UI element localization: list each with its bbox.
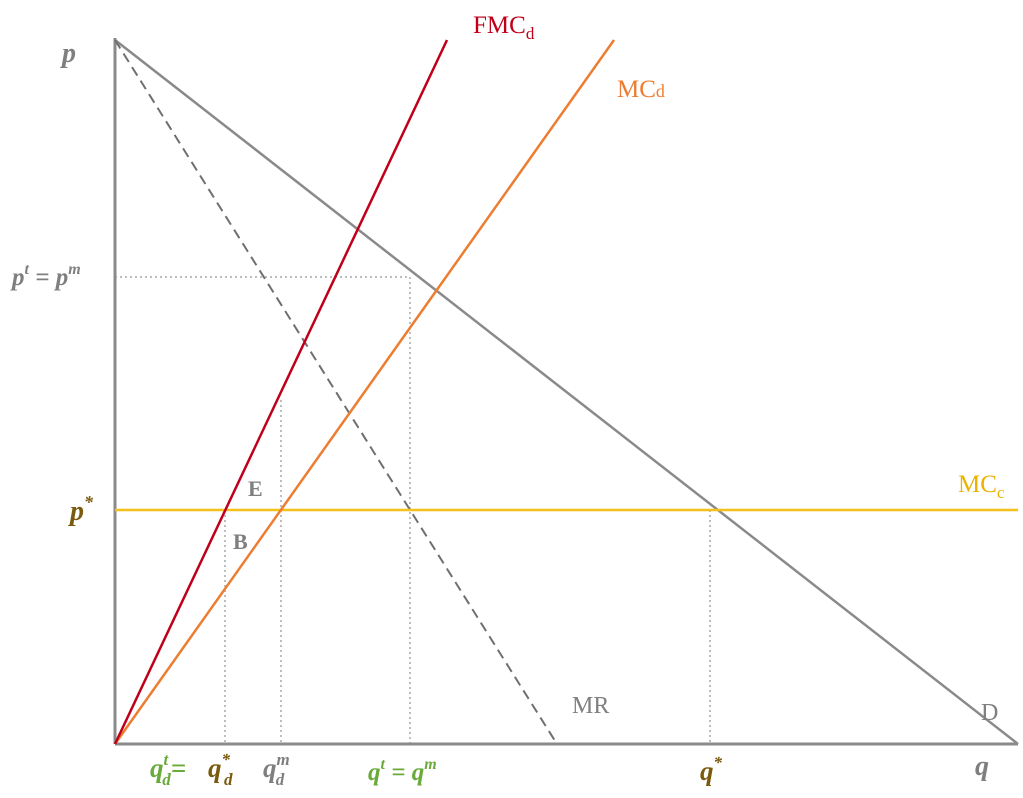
mr-label: MR [572, 693, 609, 719]
point-e-label: E [248, 476, 263, 501]
y-axis-label: p [60, 38, 76, 69]
fmc-d-label: FMCd [473, 12, 535, 43]
p-star-label: p* [68, 492, 94, 527]
mc-c-label: MCc [958, 471, 1005, 502]
demand-label: D [981, 700, 998, 726]
point-b-label: B [233, 529, 248, 554]
marginal-revenue-line [114, 39, 558, 745]
fmc-d-line [113, 39, 449, 745]
mc-d-label: MCd [617, 76, 665, 103]
x-axis-label: q [975, 751, 989, 782]
pt-equals-pm-label: pt = pm [10, 261, 81, 291]
q-star-label: q* [700, 753, 723, 786]
mc-d-line [113, 39, 616, 745]
q-t-d-label: qt d= [150, 750, 186, 789]
demand-line [114, 39, 1019, 745]
qt-equals-qm-label: qt = qm [368, 756, 437, 786]
q-m-d-label: qm d [263, 750, 290, 789]
q-star-d-label: q* d [208, 750, 233, 789]
